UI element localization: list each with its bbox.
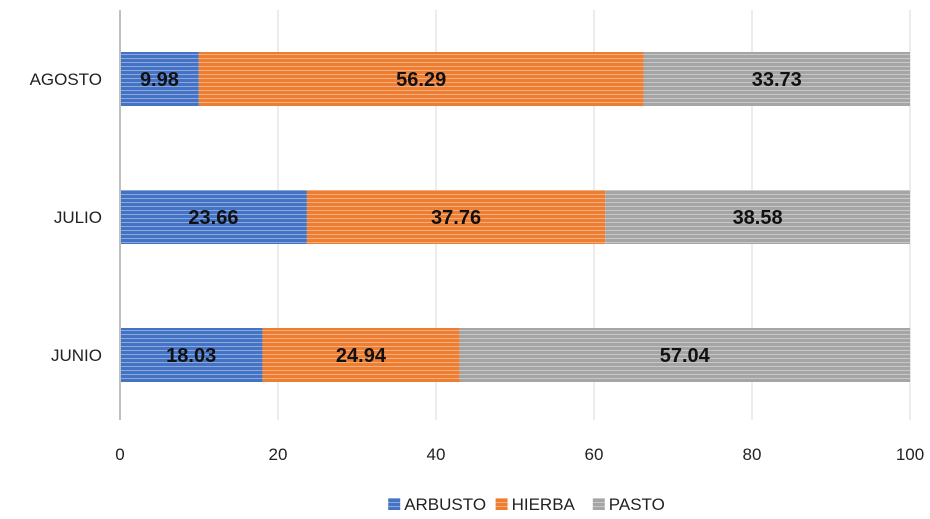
bar-hierba-agosto	[198, 52, 644, 106]
data-label: 23.66	[188, 207, 238, 229]
x-tick-label: 0	[115, 445, 124, 464]
bars: 18.03 24.94 57.04 23.66 37.76 38.58 9.98 56.29 3…	[120, 52, 911, 382]
legend-item-arbusto: ARBUSTO	[388, 495, 486, 514]
bar-pasto-agosto	[643, 52, 910, 106]
legend-label: HIERBA	[512, 495, 576, 514]
bar-arbusto-agosto	[120, 52, 199, 106]
legend-label: PASTO	[609, 495, 665, 514]
x-tick-label: 60	[585, 445, 604, 464]
category-label: JULIO	[54, 208, 102, 227]
data-label: 18.03	[166, 345, 216, 367]
legend-item-pasto: PASTO	[592, 495, 665, 514]
axes: JUNIO JULIO AGOSTO 0 20 40 60 80 100	[30, 10, 924, 464]
legend-label: ARBUSTO	[404, 495, 486, 514]
legend: ARBUSTO HIERBA PASTO	[388, 495, 665, 514]
legend-swatch	[495, 498, 508, 510]
legend-item-hierba: HIERBA	[495, 495, 576, 514]
bar-arbusto-julio	[120, 190, 307, 244]
bar-hierba-junio	[262, 328, 460, 382]
data-label: 56.29	[396, 69, 446, 91]
legend-swatch	[592, 498, 605, 510]
bar-hierba-julio	[306, 190, 606, 244]
x-tick-label: 100	[896, 445, 924, 464]
bar-pasto-julio	[605, 190, 910, 244]
legend-swatch	[388, 498, 401, 510]
data-label: 38.58	[733, 207, 783, 229]
data-label: 37.76	[431, 207, 481, 229]
bar-arbusto-junio	[120, 328, 263, 382]
data-label: 33.73	[752, 69, 802, 91]
bar-pasto-junio	[459, 328, 911, 382]
data-label: 24.94	[336, 345, 387, 367]
data-label: 9.98	[140, 69, 179, 91]
category-label: AGOSTO	[30, 70, 102, 89]
x-tick-label: 40	[427, 445, 446, 464]
category-label: JUNIO	[51, 346, 102, 365]
data-label: 57.04	[660, 345, 711, 367]
x-tick-label: 20	[269, 445, 288, 464]
x-tick-label: 80	[743, 445, 762, 464]
